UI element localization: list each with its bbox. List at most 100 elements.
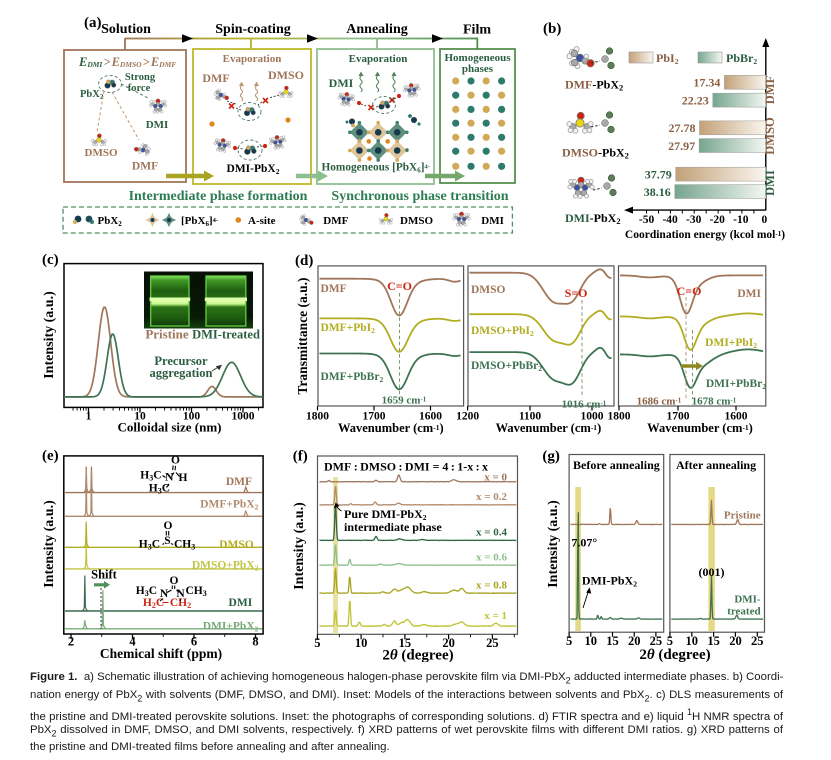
svg-text:1000: 1000	[232, 411, 255, 423]
svg-text:1: 1	[86, 411, 92, 423]
svg-text:DMI: DMI	[737, 288, 761, 300]
svg-text:DMF: DMF	[321, 283, 347, 295]
svg-text:2: 2	[68, 635, 74, 649]
svg-text:Homogeneous: Homogeneous	[445, 52, 512, 64]
svg-text:1016 cm-1: 1016 cm-1	[562, 399, 607, 411]
svg-text:Transmittance (a.u.): Transmittance (a.u.)	[295, 277, 310, 394]
svg-text:Colloidal size (nm): Colloidal size (nm)	[118, 420, 222, 435]
svg-text:Strong: Strong	[125, 72, 156, 83]
svg-text:1700: 1700	[363, 411, 386, 423]
svg-text:DMI+PbI2: DMI+PbI2	[705, 337, 757, 350]
svg-text:5: 5	[566, 634, 572, 648]
svg-text:27.78: 27.78	[669, 121, 696, 135]
svg-text:DMF: DMF	[132, 161, 158, 173]
svg-text:[PbX6]4-: [PbX6]4-	[181, 215, 218, 228]
svg-text:27.97: 27.97	[668, 139, 695, 153]
svg-text:5: 5	[667, 634, 673, 648]
svg-text:6: 6	[191, 635, 197, 649]
svg-text:DMSO: DMSO	[268, 68, 304, 82]
svg-text:CH2: CH2	[170, 597, 191, 610]
svg-text:DMF : DMSO : DMI = 4 : 1-x : x: DMF : DMSO : DMI = 4 : 1-x : x	[324, 460, 488, 474]
svg-text:Evaporation: Evaporation	[223, 53, 282, 65]
svg-text:Wavenumber (cm-1): Wavenumber (cm-1)	[647, 421, 753, 435]
svg-text:H3C: H3C	[139, 539, 160, 552]
svg-text:38.16: 38.16	[644, 185, 671, 199]
svg-text:Intensity (a.u.): Intensity (a.u.)	[42, 291, 57, 379]
svg-text:Solution: Solution	[101, 22, 151, 37]
svg-text:25: 25	[486, 636, 499, 650]
svg-text:1600: 1600	[419, 411, 442, 423]
svg-text:10: 10	[355, 636, 368, 650]
svg-text:Synchronous phase transition: Synchronous phase transition	[331, 189, 508, 204]
svg-text:20: 20	[442, 636, 455, 650]
svg-text:25: 25	[751, 634, 764, 648]
svg-text:Intensity (a.u.): Intensity (a.u.)	[292, 502, 307, 590]
svg-text:DMI+PbX2: DMI+PbX2	[203, 621, 259, 634]
svg-text:DMSO: DMSO	[471, 284, 506, 296]
svg-text:DMSO+PbI2: DMSO+PbI2	[471, 325, 534, 338]
svg-text:10: 10	[585, 634, 598, 648]
svg-text:CH3: CH3	[174, 539, 195, 552]
svg-text:25: 25	[650, 634, 663, 648]
svg-text:PbX2: PbX2	[80, 89, 104, 101]
svg-text:-30: -30	[686, 214, 702, 226]
svg-text:DMF+PbX2: DMF+PbX2	[200, 499, 258, 512]
svg-text:x = 0.4: x = 0.4	[476, 526, 508, 538]
svg-text:DMSO+PbBr2: DMSO+PbBr2	[471, 360, 542, 373]
svg-text:(e): (e)	[42, 448, 59, 464]
svg-text:(g): (g)	[542, 449, 560, 465]
svg-text:2θ (degree): 2θ (degree)	[382, 648, 453, 663]
svg-text:Before annealing: Before annealing	[573, 458, 660, 472]
svg-text:aggregation: aggregation	[150, 366, 213, 380]
svg-text:O: O	[164, 520, 173, 532]
svg-text:DMF+PbBr2: DMF+PbBr2	[321, 371, 384, 384]
svg-text:20: 20	[729, 634, 742, 648]
svg-text:x = 0.2: x = 0.2	[476, 491, 508, 503]
svg-text:15: 15	[707, 634, 720, 648]
svg-text:-10: -10	[733, 214, 749, 226]
svg-text:-50: -50	[639, 214, 655, 226]
svg-text:PbX2: PbX2	[98, 215, 123, 228]
svg-text:DMI-PbX2: DMI-PbX2	[227, 163, 280, 176]
svg-text:PbBr2: PbBr2	[726, 51, 757, 66]
svg-text:H3C: H3C	[140, 470, 161, 483]
svg-text:N: N	[176, 588, 185, 600]
svg-text:x = 0.6: x = 0.6	[476, 551, 508, 563]
svg-text:4: 4	[129, 635, 136, 649]
svg-text:1800: 1800	[608, 411, 631, 423]
svg-text:Evaporation: Evaporation	[349, 53, 408, 65]
svg-text:100: 100	[183, 411, 201, 423]
svg-text:x = 0.8: x = 0.8	[476, 580, 508, 592]
svg-text:C=O: C=O	[387, 279, 412, 293]
svg-text:CH3: CH3	[186, 585, 207, 598]
svg-text:intermediate phase: intermediate phase	[344, 520, 442, 534]
svg-text:DMI-: DMI-	[734, 594, 761, 606]
svg-text:20: 20	[628, 634, 641, 648]
svg-text:10: 10	[134, 411, 146, 423]
svg-text:x = 1: x = 1	[484, 610, 507, 622]
svg-text:-20: -20	[710, 214, 726, 226]
svg-text:N: N	[160, 588, 169, 600]
svg-text:1600: 1600	[725, 411, 748, 423]
svg-text:O: O	[170, 575, 179, 587]
svg-text:1678 cm-1: 1678 cm-1	[692, 396, 737, 408]
svg-text:Shift: Shift	[91, 568, 118, 582]
svg-text:15: 15	[399, 636, 412, 650]
svg-text:1000: 1000	[581, 411, 604, 423]
svg-text:C=O: C=O	[677, 284, 702, 298]
svg-text:22.23: 22.23	[682, 94, 709, 108]
svg-text:Intensity (a.u.): Intensity (a.u.)	[42, 500, 57, 588]
svg-text:force: force	[128, 83, 151, 94]
svg-text:1700: 1700	[667, 411, 690, 423]
svg-text:(d): (d)	[295, 253, 313, 269]
svg-text:O: O	[171, 455, 180, 467]
svg-text:Precursor: Precursor	[154, 354, 208, 368]
svg-text:DMI: DMI	[481, 215, 504, 227]
svg-text:DMSO: DMSO	[219, 539, 254, 551]
svg-text:DMI-PbX2: DMI-PbX2	[582, 574, 637, 589]
svg-text:1800: 1800	[306, 411, 329, 423]
svg-text:1659 cm-1: 1659 cm-1	[382, 395, 427, 407]
svg-text:Intermediate phase formation: Intermediate phase formation	[129, 189, 308, 204]
svg-text:10: 10	[686, 634, 699, 648]
svg-text:DMSO+PbX2: DMSO+PbX2	[192, 560, 259, 573]
